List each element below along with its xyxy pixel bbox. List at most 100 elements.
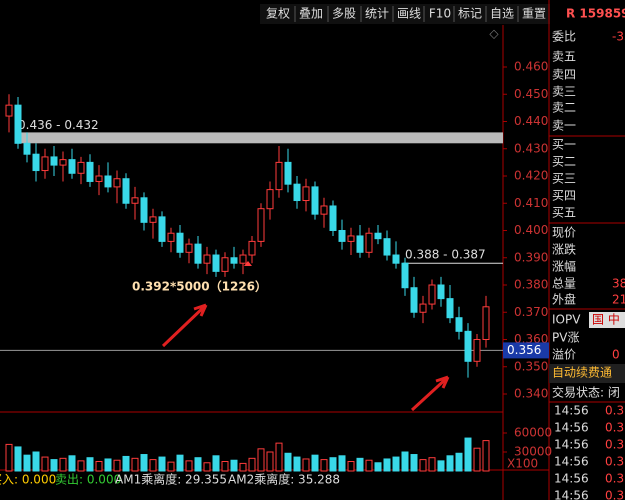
volume-bar [275, 442, 283, 472]
volume-bar [131, 457, 139, 472]
row-label: 涨幅 [552, 259, 576, 274]
collapse-icon[interactable]: ◇ [489, 27, 499, 41]
volume-bar [356, 457, 364, 472]
row-label: 涨跌 [552, 242, 576, 257]
candle-body [266, 189, 274, 210]
row-label: 买二 [552, 155, 576, 169]
candle-body [392, 254, 400, 264]
tick-time: 14:56 [554, 472, 589, 486]
toolbar-button[interactable]: 重置 [522, 7, 546, 21]
tick-price: 0.3 [605, 489, 624, 500]
level-label: 0.388 - 0.387 [405, 248, 486, 262]
candle-body [167, 232, 175, 242]
marker [244, 261, 252, 266]
stock-code: R 159859 [566, 7, 625, 21]
candle-body [455, 317, 463, 332]
toolbar-button[interactable]: 多股 [332, 7, 356, 21]
volume-bar [455, 452, 463, 472]
tick-time: 14:56 [554, 438, 589, 452]
y-tick-label: 0.350 [514, 359, 548, 373]
status-item: 卖出: 0.000 [55, 473, 121, 487]
tick-time: 14:56 [554, 489, 589, 500]
candle-body [230, 257, 238, 264]
toolbar-button[interactable]: 标记 [458, 7, 482, 21]
annotation: 0.392*5000（1226） [132, 279, 267, 294]
candle-body [284, 161, 292, 185]
toolbar-button[interactable]: 复权 [266, 7, 290, 21]
candle-body [275, 161, 283, 191]
toolbar-button[interactable]: F10 [429, 7, 451, 21]
y-tick-label: 0.400 [514, 223, 548, 237]
volume-bar [374, 462, 382, 472]
candle-body [347, 235, 355, 242]
row-value: 0 [612, 348, 620, 362]
volume-bar [239, 462, 247, 472]
volume-bar [311, 454, 319, 472]
toolbar-button[interactable]: 叠加 [299, 7, 323, 21]
candle-body [149, 216, 157, 223]
candle-body [293, 183, 301, 202]
volume-bar [140, 454, 148, 472]
volume-bar [293, 456, 301, 472]
tick-price: 0.3 [605, 438, 624, 452]
candle-body [329, 205, 337, 232]
volume-bar [428, 457, 436, 472]
tick-price: 0.3 [605, 455, 624, 469]
row-label: PV涨 [552, 330, 579, 345]
candle-body [68, 159, 76, 174]
candle-body [140, 197, 148, 223]
volume-bar [338, 455, 346, 472]
price-band [15, 132, 503, 144]
banner[interactable]: 自动续费通 [552, 366, 612, 380]
row-label: 卖二 [552, 101, 576, 115]
candle-body [365, 232, 373, 253]
toolbar-button[interactable]: 画线 [397, 7, 421, 21]
candle-body [401, 262, 409, 289]
candle-body [248, 240, 256, 256]
status-item: 买入: 0.000 [0, 473, 56, 487]
row-label: 委比 [552, 30, 576, 44]
candle-body [446, 298, 454, 319]
y-tick-label: 0.340 [514, 387, 548, 401]
toolbar-button[interactable]: 统计 [365, 7, 389, 21]
y-tick-label: 0.430 [514, 141, 548, 155]
volume-bar [59, 457, 67, 472]
volume-bar [203, 462, 211, 472]
candle-body [50, 156, 58, 166]
row-value: 38 [612, 277, 625, 291]
y-tick-label: 0.390 [514, 250, 548, 264]
candle-body [5, 104, 13, 117]
toolbar [260, 4, 550, 24]
volume-bar [419, 459, 427, 472]
y-tick-label: 0.450 [514, 87, 548, 101]
volume-bar [32, 451, 40, 472]
candle-body [338, 230, 346, 242]
volume-tick-label: 60000 [514, 426, 552, 440]
candle-body [302, 186, 310, 202]
volume-bar [446, 455, 454, 472]
iopv-icon: 国 中 [592, 312, 620, 327]
candle-body [95, 175, 103, 182]
y-tick-label: 0.370 [514, 305, 548, 319]
row-label: 买一 [552, 138, 576, 152]
row-label: 买四 [552, 189, 576, 203]
candle-body [311, 186, 319, 215]
candle-body [59, 159, 67, 166]
toolbar-button[interactable]: 自选 [490, 7, 514, 21]
row-value: -33 [612, 30, 625, 44]
candle-body [122, 178, 130, 204]
y-tick-label: 0.420 [514, 169, 548, 183]
volume-bar [464, 437, 472, 472]
row-label: 卖一 [552, 119, 576, 133]
candle-body [239, 254, 247, 264]
trade-status: 交易状态: 闭 [552, 385, 620, 400]
volume-bar [167, 461, 175, 472]
iopv-button[interactable] [589, 312, 625, 328]
volume-bar [50, 459, 58, 472]
price-tag [503, 342, 549, 359]
volume-bar [14, 446, 22, 472]
volume-bar [257, 448, 265, 472]
candle-body [41, 156, 49, 172]
volume-bar [284, 452, 292, 472]
